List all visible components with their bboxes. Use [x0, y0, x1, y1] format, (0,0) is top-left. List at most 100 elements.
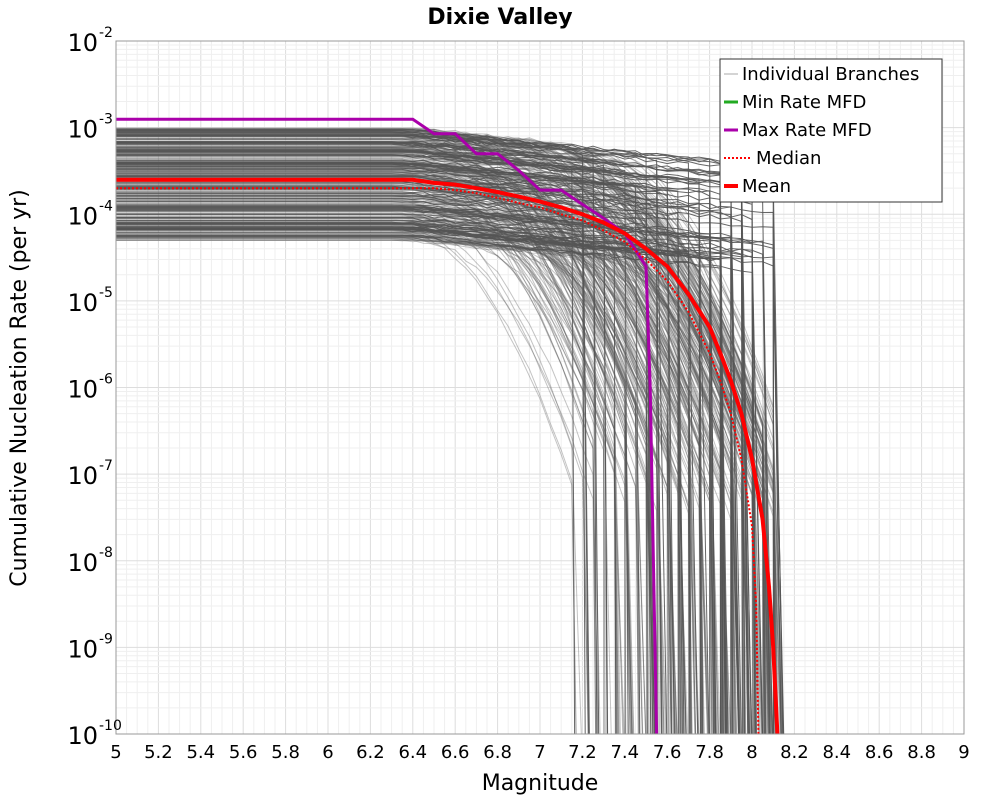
branch-line [116, 141, 756, 735]
y-tick-exponent: -10 [99, 718, 122, 734]
y-tick-exponent: -9 [99, 631, 113, 647]
branch-line [116, 238, 782, 735]
individual-branches [116, 127, 785, 735]
branch-line [116, 186, 729, 735]
branch-line [116, 189, 676, 735]
legend-label: Max Rate MFD [742, 120, 872, 141]
branch-line [116, 227, 590, 735]
branch-line [116, 130, 727, 735]
branch-line [116, 151, 739, 735]
branch-line [116, 129, 629, 735]
branch-line [116, 138, 779, 735]
branch-line [116, 138, 735, 735]
y-tick-label: 10 [67, 289, 98, 317]
branch-line [116, 135, 621, 735]
branch-line [116, 166, 655, 735]
series-lines [116, 117, 780, 735]
branch-line [116, 222, 709, 735]
y-tick-label: 10 [67, 549, 98, 577]
branch-line [116, 197, 736, 735]
branch-line [116, 205, 656, 735]
branch-line [116, 228, 769, 735]
x-tick-label: 6.2 [356, 742, 385, 763]
branch-line [116, 195, 720, 735]
branch-line [116, 217, 765, 735]
branch-line [116, 186, 652, 735]
legend: Individual Branches Min Rate MFD Max Rate … [719, 58, 943, 203]
branch-line [116, 238, 703, 735]
legend-label: Median [756, 148, 821, 169]
branch-line [116, 171, 674, 735]
y-tick-exponent: -8 [99, 545, 113, 561]
branch-line [116, 235, 728, 735]
branch-line [116, 166, 677, 735]
branch-line [116, 134, 697, 735]
x-tick-label: 8.4 [822, 742, 851, 763]
branch-line [116, 141, 741, 735]
branch-line [116, 154, 702, 735]
branch-line [116, 128, 716, 735]
branch-line [116, 235, 633, 735]
branch-line [116, 237, 773, 735]
y-tick-exponent: -7 [99, 458, 113, 474]
y-tick-label: 10 [67, 29, 98, 57]
branch-line [116, 132, 720, 735]
branch-line [116, 206, 727, 735]
branch-line [116, 136, 727, 735]
branch-line [116, 127, 702, 735]
y-tick-label: 10 [67, 635, 98, 663]
branch-line [116, 145, 699, 735]
branch-line [116, 235, 776, 735]
branch-line [116, 229, 624, 735]
branch-line [116, 176, 767, 735]
branch-line [116, 132, 702, 735]
x-tick-label: 8.2 [780, 742, 809, 763]
branch-line [116, 159, 711, 735]
branch-line [116, 172, 589, 735]
branch-line [116, 231, 731, 735]
branch-line [116, 209, 689, 735]
branch-line [116, 184, 672, 735]
branch-line [116, 231, 729, 735]
branch-line [116, 232, 577, 735]
x-tick-label: 7.6 [653, 742, 682, 763]
branch-line [116, 130, 700, 735]
branch-line [116, 161, 633, 735]
branch-line [116, 174, 732, 735]
chart-title: Dixie Valley [427, 5, 572, 30]
branch-line [116, 210, 784, 735]
branch-line [116, 176, 687, 735]
branch-line [116, 223, 733, 735]
branch-line [116, 153, 661, 735]
y-tick-label: 10 [67, 462, 98, 490]
branch-line [116, 235, 717, 735]
branch-line [116, 156, 750, 735]
branch-line [116, 208, 727, 735]
x-tick-label: 6.6 [441, 742, 470, 763]
branch-line [116, 138, 749, 735]
branch-line [116, 200, 648, 735]
branch-line [116, 223, 599, 735]
branch-line [116, 131, 652, 735]
branch-line [116, 162, 761, 735]
y-tick-exponent: -3 [99, 112, 113, 128]
branch-line [116, 197, 741, 735]
branch-line [116, 128, 714, 735]
branch-line [116, 239, 691, 735]
y-tick-exponent: -4 [99, 198, 113, 214]
branch-line [116, 128, 670, 735]
branch-line [116, 234, 704, 735]
branch-line [116, 217, 770, 735]
branch-line [116, 210, 667, 735]
branch-line [116, 210, 665, 735]
branch-line [116, 220, 782, 735]
branch-line [116, 148, 655, 735]
x-tick-label: 6.8 [483, 742, 512, 763]
branch-line [116, 194, 715, 735]
x-tick-label: 8 [746, 742, 757, 763]
x-tick-label: 5.8 [271, 742, 300, 763]
branch-line [116, 164, 648, 735]
x-tick-label: 6 [322, 742, 333, 763]
branch-line [116, 204, 732, 735]
